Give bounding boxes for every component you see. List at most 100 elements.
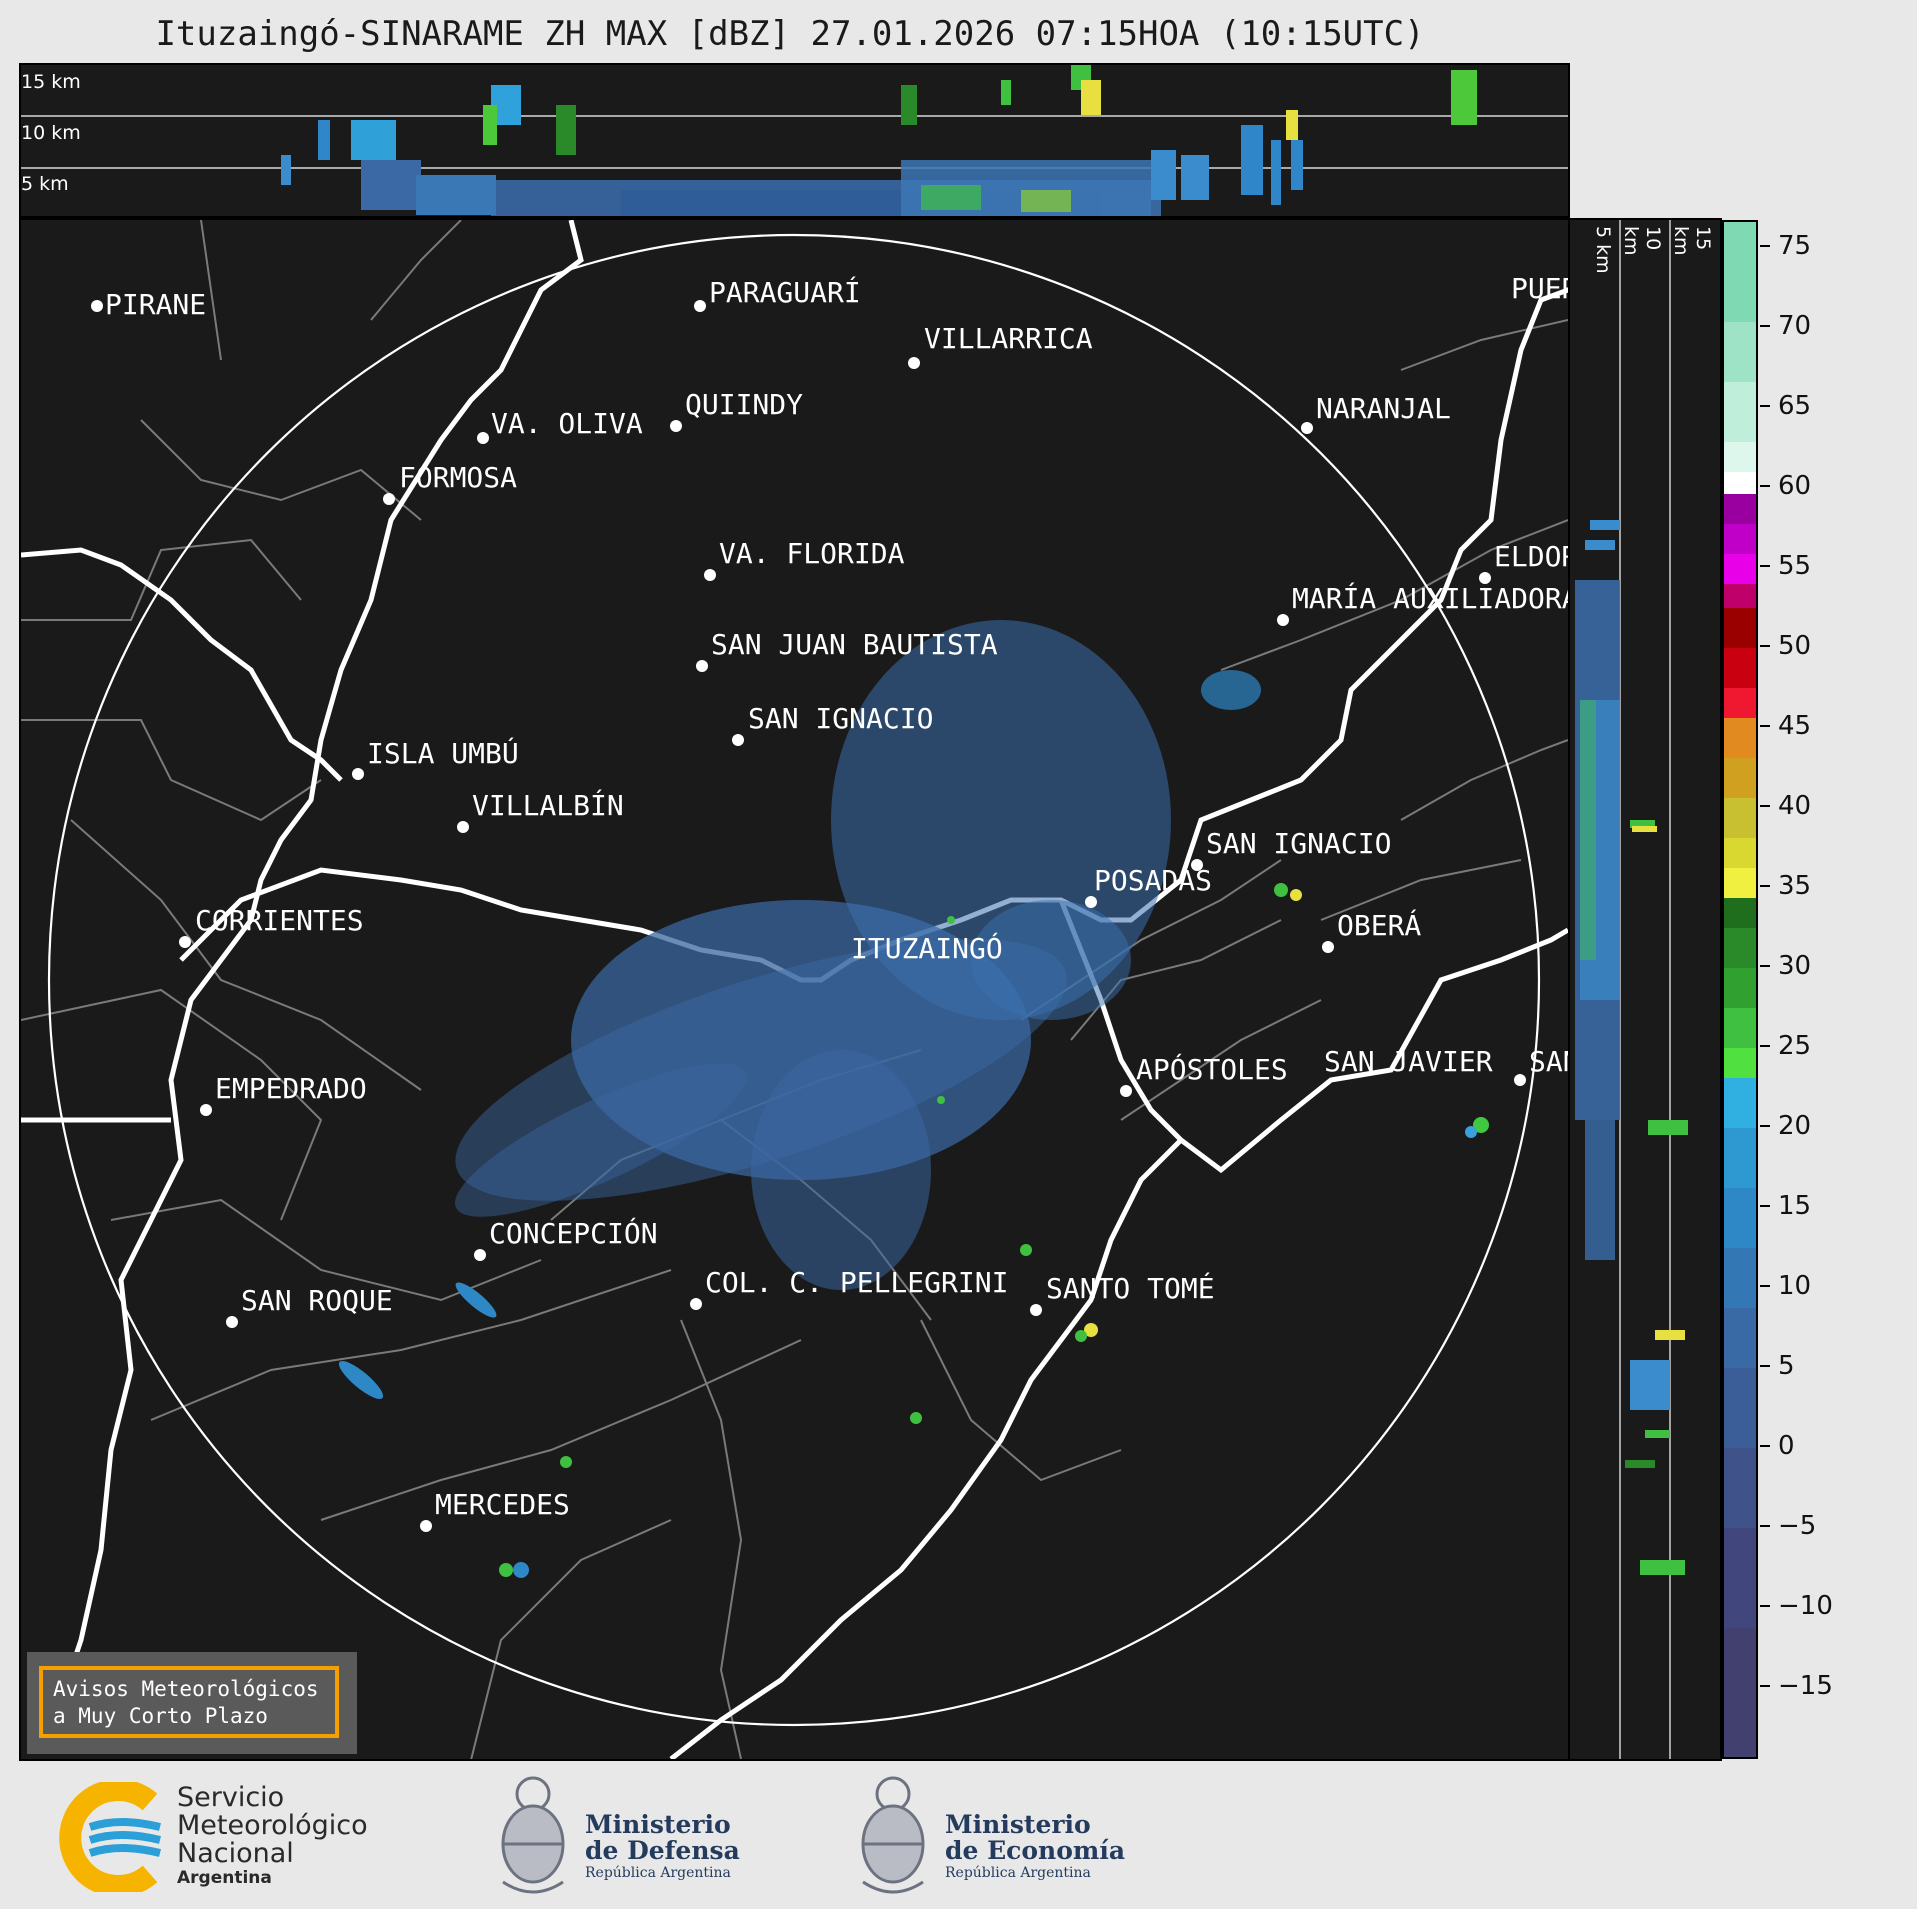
side-km-label-10: 10 km	[1620, 226, 1664, 256]
avisos-panel[interactable]: Avisos Meteorológicos a Muy Corto Plazo	[27, 1652, 357, 1754]
city-label-corrientes: CORRIENTES	[195, 903, 364, 937]
city-dot	[226, 1316, 238, 1328]
top-cross-section-svg	[21, 65, 1568, 216]
colorbar-label-75: 75	[1778, 231, 1812, 261]
city-label-paraguari: PARAGUARÍ	[709, 275, 861, 309]
defensa-line-1: Ministerio	[585, 1810, 731, 1839]
smn-logo-icon	[59, 1782, 161, 1892]
colorbar-tick	[1760, 1285, 1770, 1287]
smn-logo-text: Servicio Meteorológico Nacional Argentin…	[177, 1782, 368, 1889]
city-label-san-roque: SAN ROQUE	[241, 1283, 393, 1317]
city-dot	[1085, 896, 1097, 908]
city-dot	[477, 432, 489, 444]
city-dot	[694, 300, 706, 312]
colorbar-tick	[1760, 405, 1770, 407]
city-dot	[200, 1104, 212, 1116]
colorbar-label-30: 30	[1778, 951, 1812, 981]
city-dot	[1514, 1074, 1526, 1086]
city-label-obera: OBERÁ	[1337, 908, 1422, 942]
colorbar-tick	[1760, 1365, 1770, 1367]
city-label-formosa: FORMOSA	[399, 460, 518, 494]
side-cross-section-svg	[1575, 220, 1688, 1759]
city-dot	[1322, 941, 1334, 953]
city-label-va-florida: VA. FLORIDA	[719, 536, 905, 570]
city-label-maria-auxiliadora: MARÍA AUXILIADORA	[1292, 581, 1570, 615]
city-label-posadas: POSADAS	[1094, 863, 1213, 897]
colorbar-tick	[1760, 1685, 1770, 1687]
city-dot	[1277, 614, 1289, 626]
city-label-san-ignacio-py: SAN IGNACIO	[748, 701, 934, 735]
colorbar-tick	[1760, 885, 1770, 887]
colorbar-tick	[1760, 1445, 1770, 1447]
smn-line-2: Meteorológico	[177, 1810, 368, 1841]
colorbar-tick	[1760, 645, 1770, 647]
city-dot	[690, 1298, 702, 1310]
colorbar-label-15: 15	[1778, 1191, 1812, 1221]
top-km-label-10: 10 km	[21, 122, 81, 144]
city-dot	[91, 300, 103, 312]
city-label-va-oliva: VA. OLIVA	[491, 406, 643, 440]
colorbar-tick	[1760, 965, 1770, 967]
map-title: Ituzaingó-SINARAME ZH MAX [dBZ] 27.01.20…	[155, 14, 1425, 54]
colorbar-tick	[1760, 1605, 1770, 1607]
colorbar-tick	[1760, 1125, 1770, 1127]
smn-line-1: Servicio	[177, 1782, 285, 1813]
colorbar-tick	[1760, 805, 1770, 807]
city-label-san-ignacio-ar: SAN IGNACIO	[1206, 826, 1392, 860]
colorbar-tick	[1760, 1205, 1770, 1207]
city-dot	[352, 768, 364, 780]
side-km-label-15: 15 km	[1670, 226, 1714, 256]
coat-of-arms-icon	[861, 1776, 925, 1894]
city-label-san-javier: SAN JAVIER	[1324, 1044, 1493, 1078]
colorbar-label-70: 70	[1778, 311, 1812, 341]
city-label-eldorado: ELDORADO	[1494, 539, 1568, 573]
side-cross-section-panel: 5 km 10 km 15 km	[1570, 218, 1722, 1761]
colorbar-label-45: 45	[1778, 711, 1812, 741]
colorbar-label-40: 40	[1778, 791, 1812, 821]
avisos-line-1: Avisos Meteorológicos	[53, 1677, 319, 1701]
colorbar-label-60: 60	[1778, 471, 1812, 501]
city-label-apostoles: APÓSTOLES	[1136, 1052, 1288, 1086]
smn-line-3: Nacional	[177, 1838, 294, 1869]
colorbar-tick	[1760, 245, 1770, 247]
smn-line-4: Argentina	[177, 1868, 272, 1888]
city-dot	[457, 821, 469, 833]
coat-of-arms-icon	[501, 1776, 565, 1894]
city-label-ituzaingo: ITUZAINGÓ	[851, 931, 1003, 965]
city-dot	[1301, 422, 1313, 434]
colorbar-label-minus5: −5	[1778, 1511, 1817, 1541]
city-dot	[474, 1249, 486, 1261]
colorbar-label-minus15: −15	[1778, 1671, 1833, 1701]
avisos-link[interactable]: Avisos Meteorológicos a Muy Corto Plazo	[39, 1666, 339, 1738]
colorbar-tick	[1760, 1045, 1770, 1047]
city-label-naranjal: NARANJAL	[1316, 391, 1451, 425]
city-dot	[908, 357, 920, 369]
city-dot	[704, 569, 716, 581]
city-label-empedrado: EMPEDRADO	[215, 1071, 367, 1105]
defensa-logo-text: Ministerio de Defensa República Argentin…	[585, 1812, 740, 1882]
colorbar-label-minus10: −10	[1778, 1591, 1833, 1621]
city-label-quiindy: QUIINDY	[685, 387, 804, 421]
colorbar-label-65: 65	[1778, 391, 1812, 421]
city-dot	[1191, 859, 1203, 871]
footer-logos: Servicio Meteorológico Nacional Argentin…	[0, 1762, 1917, 1909]
colorbar-label-55: 55	[1778, 551, 1812, 581]
defensa-line-3: República Argentina	[585, 1865, 731, 1881]
city-label-san: SAN	[1529, 1044, 1568, 1078]
avisos-line-2: a Muy Corto Plazo	[53, 1704, 268, 1728]
city-label-pirane: PIRANE	[105, 287, 207, 321]
colorbar-tick	[1760, 325, 1770, 327]
city-dot	[1120, 1085, 1132, 1097]
city-label-isla-umbu: ISLA UMBÚ	[367, 736, 519, 770]
colorbar-tick	[1760, 485, 1770, 487]
city-dot	[383, 493, 395, 505]
colorbar-svg	[1724, 222, 1756, 1757]
economia-line-3: República Argentina	[945, 1865, 1091, 1881]
city-dot	[732, 734, 744, 746]
city-label-puerto: PUERTO	[1511, 271, 1568, 305]
colorbar-label-0: 0	[1778, 1431, 1795, 1461]
defensa-line-2: de Defensa	[585, 1836, 740, 1865]
city-label-villarrica: VILLARRICA	[924, 321, 1093, 355]
side-km-label-5: 5 km	[1592, 226, 1614, 274]
city-dot	[696, 660, 708, 672]
